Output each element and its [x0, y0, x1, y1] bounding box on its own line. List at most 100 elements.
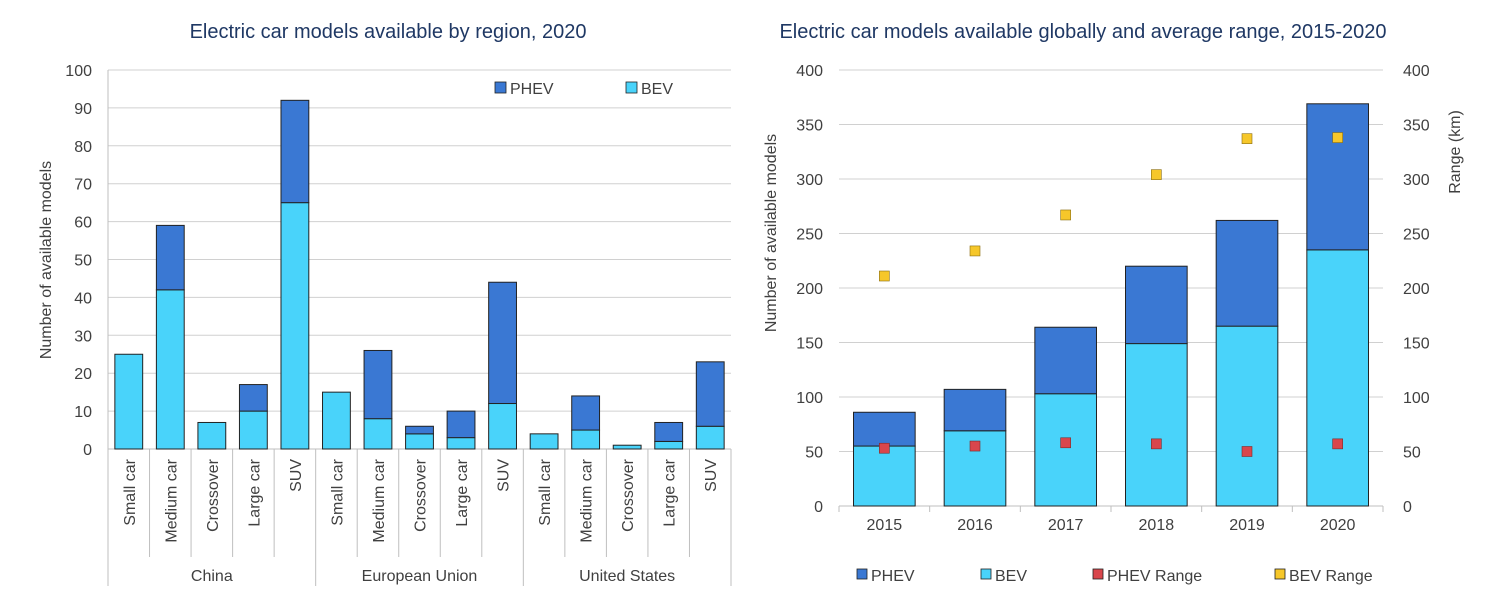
- right-y-tick-250: 250: [796, 227, 823, 244]
- right-y-tick-0: 0: [814, 499, 823, 516]
- left-y-tick-0: 0: [83, 442, 92, 459]
- right-x-tick-2017: 2017: [1048, 517, 1084, 534]
- right-y2-tick-250: 250: [1403, 227, 1430, 244]
- left-bar-phev-united-states-large-car: [654, 421, 684, 442]
- right-bars: [853, 103, 1369, 507]
- left-y-tick-30: 30: [74, 328, 92, 345]
- left-bar-bev-european-union-medium-car: [363, 418, 393, 450]
- right-legend-swatch-bev: [980, 568, 992, 580]
- left-chart: Electric car models available by region,…: [38, 21, 732, 586]
- right-y-tick-350: 350: [796, 118, 823, 135]
- left-y-tick-60: 60: [74, 215, 92, 232]
- right-legend-label-phev: PHEV: [871, 568, 915, 585]
- left-x-tick-european-union-medium-car: Medium car: [371, 458, 388, 542]
- left-bar-phev-china-large-car: [238, 384, 268, 412]
- right-legend-label-bev-range: BEV Range: [1289, 568, 1373, 585]
- left-x-tick-china-large-car: Large car: [246, 458, 263, 526]
- left-bar-bev-united-states-suv: [695, 425, 725, 450]
- left-group-label-china: China: [191, 568, 233, 585]
- left-x-tick-china-small-car: Small car: [122, 458, 139, 525]
- left-x-tick-united-states-crossover: Crossover: [620, 458, 637, 532]
- left-bar-bev-china-medium-car: [155, 289, 185, 450]
- left-legend: PHEV BEV: [494, 81, 673, 98]
- right-x-axis: 2015 2016 2017 2018 2019 2020: [838, 506, 1384, 534]
- left-bar-bev-european-union-suv: [488, 403, 517, 450]
- left-y-tick-100: 100: [65, 63, 92, 80]
- right-point-bev-range-2017: [1060, 209, 1071, 221]
- left-y-tick-50: 50: [74, 253, 92, 270]
- right-point-phev-range-2018: [1151, 438, 1162, 450]
- right-legend-label-phev-range: PHEV Range: [1107, 568, 1202, 585]
- left-legend-label-phev: PHEV: [510, 81, 554, 98]
- left-bar-bev-united-states-crossover: [612, 444, 642, 450]
- left-x-tick-china-crossover: Crossover: [205, 458, 222, 532]
- left-chart-title: Electric car models available by region,…: [190, 21, 587, 43]
- left-bar-phev-china-suv: [280, 99, 310, 204]
- right-legend-swatch-phev-range: [1092, 568, 1104, 580]
- left-bar-bev-china-suv: [280, 202, 310, 450]
- left-bar-bev-china-small-car: [114, 353, 144, 450]
- left-bar-phev-china-medium-car: [155, 224, 185, 291]
- left-bar-phev-united-states-suv: [695, 361, 725, 427]
- left-legend-swatch-bev: [625, 81, 638, 94]
- left-bars: [114, 99, 725, 450]
- left-group-label-european-union: European Union: [362, 568, 478, 585]
- right-bar-bev-2020: [1306, 249, 1369, 507]
- right-point-phev-range-2020: [1332, 438, 1343, 450]
- right-y2-tick-100: 100: [1403, 390, 1430, 407]
- left-bar-bev-china-crossover: [197, 421, 227, 450]
- right-y2-tick-50: 50: [1403, 445, 1421, 462]
- right-point-phev-range-2015: [879, 442, 890, 454]
- left-bar-bev-european-union-small-car: [322, 391, 351, 450]
- right-bar-bev-2018: [1125, 343, 1188, 507]
- left-x-tick-european-union-small-car: Small car: [329, 458, 346, 525]
- right-bar-bev-2019: [1215, 325, 1279, 507]
- left-bar-phev-european-union-medium-car: [363, 349, 393, 420]
- left-x-tick-united-states-large-car: Large car: [662, 458, 679, 526]
- right-y-tick-100: 100: [796, 390, 823, 407]
- right-y-tick-50: 50: [805, 445, 823, 462]
- right-y-axis-label: Number of available models: [763, 134, 780, 332]
- left-y-tick-90: 90: [74, 101, 92, 118]
- left-x-tick-european-union-large-car: Large car: [454, 458, 471, 526]
- right-point-phev-range-2016: [969, 440, 981, 452]
- right-y-tick-150: 150: [796, 336, 823, 353]
- left-bar-phev-european-union-large-car: [446, 410, 476, 439]
- left-y-tick-70: 70: [74, 177, 92, 194]
- right-y2-tick-300: 300: [1403, 172, 1430, 189]
- left-x-tick-united-states-suv: SUV: [703, 459, 720, 492]
- right-y-tick-400: 400: [796, 63, 823, 80]
- right-y-tick-200: 200: [796, 281, 823, 298]
- right-bar-bev-2015: [853, 445, 916, 507]
- left-y-axis-label: Number of available models: [38, 161, 55, 359]
- right-y-tick-300: 300: [796, 172, 823, 189]
- right-chart: Electric car models available globally a…: [763, 21, 1464, 585]
- right-point-bev-range-2018: [1151, 169, 1162, 180]
- right-legend-swatch-phev: [856, 568, 868, 580]
- right-legend-swatch-bev-range: [1274, 568, 1286, 580]
- right-point-bev-range-2019: [1241, 133, 1253, 144]
- left-x-tick-china-suv: SUV: [288, 459, 305, 492]
- right-y-tick-labels: 0 50 100 150 200 250 300 350 400: [796, 63, 823, 516]
- right-y2-tick-labels: 0 50 100 150 200 250 300 350 400: [1403, 63, 1430, 516]
- left-bar-bev-united-states-small-car: [529, 433, 559, 450]
- left-legend-swatch-phev: [494, 81, 507, 94]
- right-x-tick-2018: 2018: [1139, 517, 1175, 534]
- right-point-phev-range-2017: [1060, 437, 1071, 449]
- left-y-tick-labels: 0 10 20 30 40 50 60 70 80 90 100: [65, 63, 92, 459]
- right-x-tick-2020: 2020: [1320, 517, 1356, 534]
- left-bar-phev-european-union-suv: [488, 281, 517, 405]
- right-y2-tick-150: 150: [1403, 336, 1430, 353]
- right-point-bev-range-2016: [969, 245, 981, 257]
- left-gridlines: [107, 69, 731, 450]
- left-y-tick-20: 20: [74, 366, 92, 383]
- right-y2-tick-350: 350: [1403, 118, 1430, 135]
- right-gridlines: [839, 69, 1383, 507]
- right-legend-label-bev: BEV: [995, 568, 1027, 585]
- right-point-phev-range-2019: [1241, 446, 1253, 457]
- left-bar-phev-united-states-medium-car: [571, 395, 601, 431]
- right-y2-tick-0: 0: [1403, 499, 1412, 516]
- left-bar-bev-china-large-car: [238, 410, 268, 450]
- left-bar-bev-united-states-large-car: [654, 440, 684, 450]
- left-bar-bev-european-union-large-car: [446, 437, 476, 450]
